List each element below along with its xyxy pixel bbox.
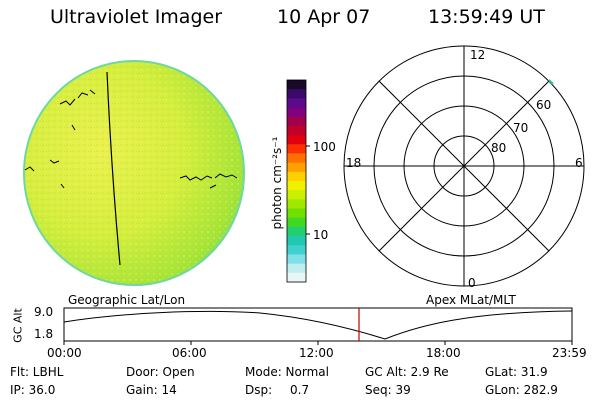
mlt-18-label: 18 [346, 156, 362, 170]
coastline [24, 89, 238, 189]
colorbar-segment [287, 226, 306, 237]
terminator-line [106, 71, 121, 266]
polar-marker [548, 79, 554, 85]
colorbar-segment [287, 125, 306, 136]
lat-70-label: 70 [513, 121, 529, 135]
time-tick-3: 18:00 [426, 346, 461, 360]
colorbar-segment [287, 199, 306, 210]
seq-value: Seq: 39 [365, 383, 411, 397]
colorbar-segment [287, 162, 306, 173]
gc-alt-axis-label: GC Alt [11, 308, 25, 343]
colorbar-unit-label: photon cm⁻²s⁻¹ [270, 136, 284, 230]
colorbar-segment [287, 254, 306, 265]
apex-caption: Apex MLat/MLT [426, 293, 516, 307]
time-tick-4: 23:59 [552, 346, 587, 360]
colorbar-segment [287, 80, 306, 90]
mode-value: Mode: Normal [245, 365, 329, 379]
colorbar-segment [287, 153, 306, 164]
colorbar-segment [287, 116, 306, 127]
colorbar-segment [287, 98, 306, 109]
colorbar [287, 80, 306, 283]
dsp-label: Dsp: [245, 383, 273, 397]
glat-value: GLat: 31.9 [485, 365, 548, 379]
colorbar-segment [287, 181, 306, 191]
orbit-plot [63, 307, 573, 345]
altitude-curve [63, 310, 573, 340]
colorbar-segment [287, 89, 306, 99]
time-tick-1: 06:00 [172, 346, 207, 360]
date-label: 10 Apr 07 [277, 6, 371, 28]
gain-value: Gain: 14 [126, 383, 177, 397]
colorbar-segment [287, 144, 306, 155]
gc-alt-value: GC Alt: 2.9 Re [365, 365, 449, 379]
mlt-0-label: 0 [468, 276, 476, 290]
door-value: Door: Open [126, 365, 195, 379]
time-tick-2: 12:00 [299, 346, 334, 360]
lat-80-label: 80 [491, 141, 507, 155]
app-title: Ultraviolet Imager [50, 6, 223, 28]
colorbar-segment [287, 263, 306, 274]
colorbar-segment [287, 135, 306, 145]
time-tick-0: 00:00 [47, 346, 82, 360]
time-label: 13:59:49 UT [428, 6, 545, 28]
geographic-caption: Geographic Lat/Lon [68, 293, 186, 307]
polar-plot [343, 45, 585, 287]
colorbar-segment [287, 107, 306, 118]
colorbar-segment [287, 236, 306, 246]
glon-value: GLon: 282.9 [485, 383, 558, 397]
mlt-6-label: 6 [575, 156, 583, 170]
y-min-label: 1.8 [34, 327, 54, 341]
y-max-label: 9.0 [34, 305, 54, 319]
mlt-12-label: 12 [470, 48, 486, 62]
colorbar-segment [287, 171, 306, 182]
colorbar-tick-10: 10 [313, 228, 329, 242]
filter-value: Flt: LBHL [10, 365, 64, 379]
dsp-value: 0.7 [290, 383, 310, 397]
colorbar-tick-100: 100 [313, 140, 336, 154]
colorbar-segment [287, 190, 306, 200]
colorbar-segment [287, 245, 306, 256]
ip-value: IP: 36.0 [10, 383, 56, 397]
lat-60-label: 60 [536, 98, 552, 112]
colorbar-segment [287, 272, 306, 283]
colorbar-segment [287, 208, 306, 219]
uv-image-disk [23, 60, 245, 286]
colorbar-segment [287, 217, 306, 228]
